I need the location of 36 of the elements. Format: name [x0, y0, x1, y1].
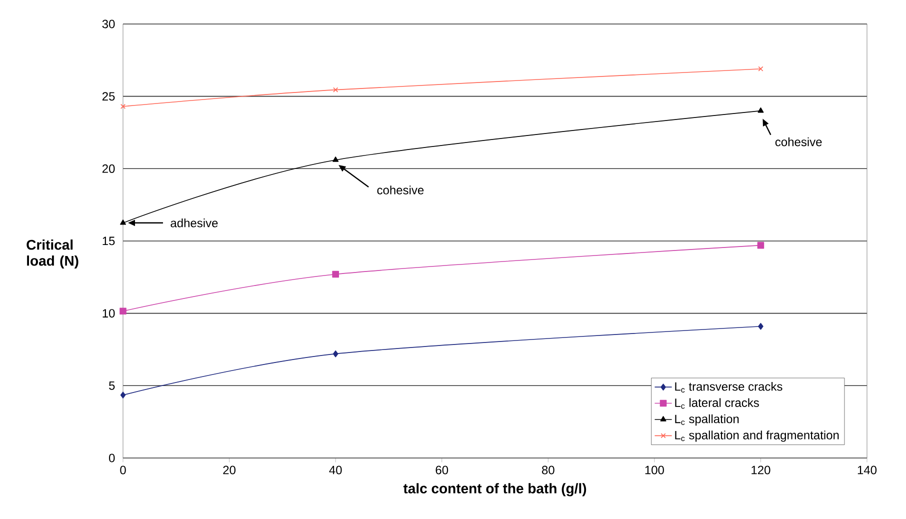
- legend-label: L$_{c}$ spallation: [675, 414, 739, 426]
- legend-label: L$_{c}$ spallation and fragmentation: [675, 430, 839, 442]
- point: [333, 87, 338, 92]
- y-tick-label: 15: [102, 236, 115, 246]
- x-tick-label: 20: [223, 466, 236, 474]
- y-tick-label: 0: [109, 454, 115, 462]
- annotation: adhesive: [170, 218, 218, 228]
- y-tick-label: 30: [102, 20, 115, 28]
- legend-label: L$_{c}$ lateral cracks: [675, 398, 759, 409]
- x-tick-label: 0: [120, 466, 126, 474]
- point: [332, 156, 339, 162]
- y-tick-label: 10: [102, 309, 115, 318]
- x-tick-label: 40: [329, 466, 342, 474]
- point: [120, 392, 126, 398]
- point: [120, 220, 126, 225]
- point: [332, 350, 338, 358]
- point: [757, 242, 764, 249]
- x-tick-label: 60: [436, 466, 448, 474]
- point: [758, 66, 764, 72]
- y-tick-label: 25: [102, 92, 115, 101]
- y-tick-label: 5: [109, 381, 115, 390]
- point: [758, 322, 764, 330]
- point: [758, 107, 764, 113]
- annotation: cohesive: [377, 186, 424, 194]
- y-axis-title: Critical load (N): [26, 239, 78, 269]
- point: [332, 270, 339, 278]
- point: [120, 104, 126, 109]
- legend-label: L$_{c}$ transverse cracks: [675, 382, 782, 393]
- x-tick-label: 100: [645, 466, 664, 474]
- y-tick-label: 20: [102, 164, 115, 173]
- point: [120, 308, 126, 315]
- x-axis-title: talc content of the bath (g/l): [403, 483, 586, 496]
- x-tick-label: 120: [752, 466, 770, 474]
- annotation: cohesive: [775, 137, 822, 146]
- x-tick-label: 140: [858, 466, 877, 474]
- x-tick-label: 80: [542, 466, 554, 474]
